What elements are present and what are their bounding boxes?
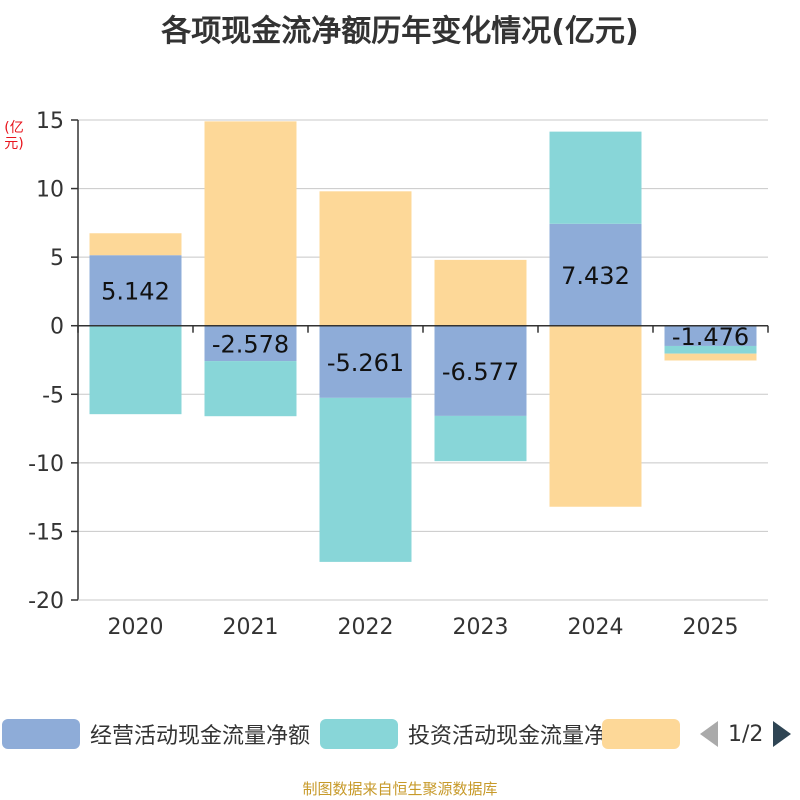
legend-page-indicator: 1/2: [728, 721, 764, 747]
y-tick-label: -5: [42, 383, 64, 408]
data-label: -2.578: [212, 330, 289, 358]
y-tick-label: 5: [50, 246, 64, 271]
x-tick-label: 2020: [108, 615, 164, 640]
bar-1-2025: [664, 345, 757, 354]
legend-item-investing[interactable]: 投资活动现金流量净额: [320, 712, 628, 756]
legend-pager: 1/2: [700, 718, 792, 750]
bar-1-2023: [434, 415, 527, 462]
bar-0-2025: [664, 325, 757, 346]
data-label: -6.577: [442, 358, 519, 386]
bar-2-2023: [434, 259, 527, 326]
bar-0-2021: [204, 325, 297, 362]
legend-label-operating: 经营活动现金流量净额: [90, 724, 311, 749]
x-tick-label: 2022: [338, 615, 394, 640]
y-tick-label: -10: [28, 452, 64, 477]
bar-0-2023: [434, 325, 527, 416]
legend: 经营活动现金流量净额 投资活动现金流量净额 1/2: [0, 712, 800, 756]
bar-2-2024: [549, 325, 642, 507]
x-tick-label: 2024: [568, 615, 624, 640]
data-label: 7.432: [561, 262, 630, 290]
bar-1-2021: [204, 361, 297, 417]
next-page-icon[interactable]: [773, 721, 792, 747]
legend-item-financing[interactable]: [602, 712, 690, 756]
data-label: 5.142: [101, 277, 170, 305]
x-tick-label: 2021: [223, 615, 279, 640]
legend-swatch-financing: [602, 719, 680, 749]
bar-2-2022: [319, 191, 412, 326]
legend-swatch-operating: [2, 719, 80, 749]
bar-chart: 15 10 5 0 -5 -10 -15 -20 5.142 -2.578 -5.261 -6.577…: [28, 109, 769, 640]
bar-0-2024: [549, 223, 642, 326]
y-tick-label: 15: [36, 109, 64, 134]
y-tick-label: -15: [28, 520, 64, 545]
data-label: -5.261: [327, 349, 404, 377]
bar-2-2021: [204, 121, 297, 326]
y-tick-label: -20: [28, 589, 64, 614]
x-tick-label: 2025: [683, 615, 739, 640]
bar-2-2025: [664, 353, 757, 361]
bar-0-2020: [89, 255, 182, 326]
x-tick-label: 2023: [453, 615, 509, 640]
legend-label-investing: 投资活动现金流量净额: [408, 724, 629, 749]
data-source-footer: 制图数据来自恒生聚源数据库: [302, 780, 498, 798]
legend-swatch-investing: [320, 719, 398, 749]
y-axis-unit: (亿元): [4, 120, 24, 152]
y-tick-label: 10: [36, 178, 64, 203]
bar-0-2022: [319, 325, 412, 398]
y-tick-label: 0: [50, 315, 64, 340]
prev-page-icon[interactable]: [700, 721, 718, 747]
bar-2-2020: [89, 233, 182, 256]
bar-1-2020: [89, 325, 182, 415]
legend-item-operating[interactable]: 经营活动现金流量净额: [2, 712, 310, 756]
bar-1-2024: [549, 131, 642, 224]
bar-1-2022: [319, 397, 412, 562]
chart-title: 各项现金流净额历年变化情况(亿元): [161, 14, 639, 49]
